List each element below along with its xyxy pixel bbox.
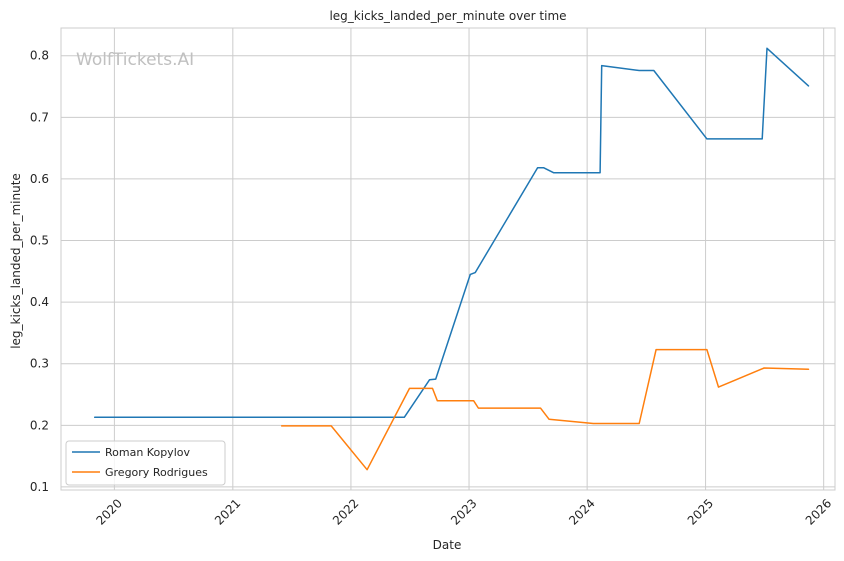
legend-label-roman-kopylov: Roman Kopylov (105, 446, 190, 459)
watermark: WolfTickets.AI (76, 50, 194, 70)
legend-label-gregory-rodrigues: Gregory Rodrigues (105, 466, 208, 479)
x-axis-title: Date (433, 538, 462, 552)
y-tick-label: 0.4 (30, 295, 49, 309)
chart-title: leg_kicks_landed_per_minute over time (329, 9, 566, 23)
x-tick-label: 2020 (93, 496, 124, 527)
series-lines (93, 47, 810, 471)
legend-box (65, 440, 226, 486)
x-tick-label: 2024 (566, 496, 597, 527)
x-tick-label: 2023 (448, 496, 479, 527)
x-tick-label: 2021 (212, 496, 243, 527)
y-tick-label: 0.2 (30, 418, 49, 432)
legend: Roman Kopylov Gregory Rodrigues (65, 440, 226, 486)
y-tick-label: 0.3 (30, 357, 49, 371)
y-tick-label: 0.6 (30, 172, 49, 186)
x-tick-label: 2025 (685, 496, 716, 527)
y-tick-label: 0.5 (30, 234, 49, 248)
series-line-roman-kopylov (93, 47, 810, 419)
series-line-gregory-rodrigues (280, 348, 810, 471)
y-tick-label: 0.8 (30, 49, 49, 63)
y-axis-title: leg_kicks_landed_per_minute (9, 173, 23, 349)
x-tick-labels: 2020 2021 2022 2023 2024 2025 2026 (93, 496, 834, 527)
y-tick-label: 0.1 (30, 480, 49, 494)
y-tick-label: 0.7 (30, 110, 49, 124)
grid (61, 28, 835, 490)
x-tick-label: 2022 (330, 496, 361, 527)
plot-area (60, 27, 836, 491)
y-tick-labels: 0.1 0.2 0.3 0.4 0.5 0.6 0.7 0.8 (30, 49, 49, 494)
x-tick-label: 2026 (803, 496, 834, 527)
